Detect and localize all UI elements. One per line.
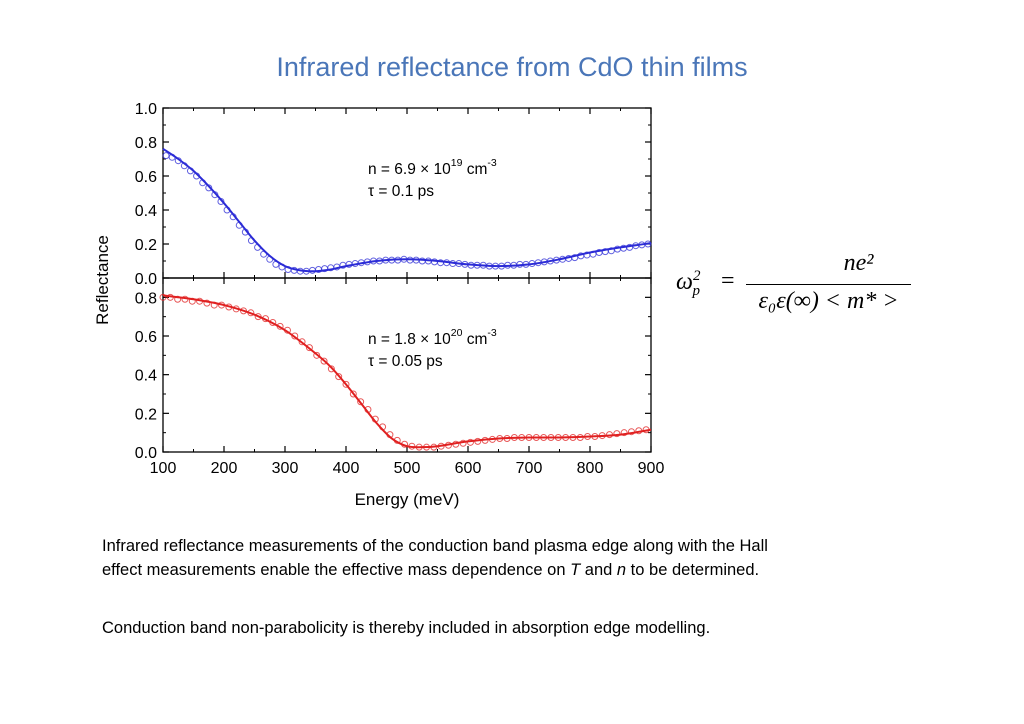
- y-axis-title: Reflectance: [93, 235, 112, 325]
- top-panel-data-points: [162, 152, 652, 275]
- x-tick-label: 700: [516, 460, 543, 477]
- data-point: [335, 373, 343, 381]
- data-point: [305, 344, 313, 352]
- data-point: [607, 247, 615, 255]
- y-tick-label: 0.0: [135, 271, 157, 288]
- top-annotation-density: n = 6.9 × 1019 cm-3: [368, 157, 497, 178]
- formula-denominator: ε₀ε(∞) < m* >: [758, 288, 899, 314]
- data-point: [159, 293, 167, 301]
- data-point: [320, 357, 328, 365]
- x-tick-label: 800: [577, 460, 604, 477]
- bottom-panel-data-points: [159, 293, 650, 451]
- y-tick-label: 0.4: [135, 203, 157, 220]
- data-point: [349, 390, 357, 398]
- y-tick-label: 0.2: [135, 406, 157, 423]
- bottom-panel: 0.0 0.2 0.4 0.6 0.8 n = 1.8 × 1020 cm-3 τ = …: [135, 277, 652, 462]
- top-panel-fit-line: [162, 147, 652, 273]
- bottom-annotation-tau: τ = 0.05 ps: [368, 353, 443, 370]
- x-tick-label: 900: [638, 460, 665, 477]
- bottom-panel-fit-line: [162, 294, 652, 449]
- data-point: [162, 152, 170, 160]
- top-panel-ticks: 0.0 0.2 0.4 0.6 0.8 1.0: [135, 101, 652, 288]
- y-tick-label: 1.0: [135, 101, 157, 118]
- formula-numerator: ne²: [843, 250, 874, 276]
- y-tick-label: 0.4: [135, 368, 157, 385]
- formula-fraction-line: [746, 284, 911, 285]
- y-tick-label: 0.0: [135, 445, 157, 462]
- bottom-annotation-density: n = 1.8 × 1020 cm-3: [368, 327, 497, 348]
- data-point: [613, 430, 621, 438]
- data-point: [327, 365, 335, 373]
- data-point: [357, 398, 365, 406]
- x-tick-label: 400: [333, 460, 360, 477]
- x-tick-label: 600: [455, 460, 482, 477]
- x-tick-label: 500: [394, 460, 421, 477]
- y-tick-label: 0.8: [135, 290, 157, 307]
- formula-lhs: ω2p: [676, 268, 701, 299]
- x-axis-title: Energy (meV): [355, 490, 460, 509]
- y-tick-label: 0.8: [135, 135, 157, 152]
- data-point: [620, 429, 628, 437]
- y-tick-label: 0.2: [135, 237, 157, 254]
- paragraph-1-line-2: effect measurements enable the effective…: [102, 561, 760, 579]
- paragraph-1-line-1: Infrared reflectance measurements of the…: [102, 537, 768, 555]
- paragraph-2: Conduction band non-parabolicity is ther…: [102, 619, 711, 637]
- top-panel: 0.0 0.2 0.4 0.6 0.8 1.0 n = 6.9 × 1019 cm-3 τ…: [135, 101, 652, 288]
- data-point: [342, 380, 350, 388]
- x-tick-label: 200: [211, 460, 238, 477]
- plasma-frequency-formula: ω2p = ne² ε₀ε(∞) < m* >: [676, 248, 916, 328]
- data-point: [203, 299, 211, 307]
- top-annotation-tau: τ = 0.1 ps: [368, 183, 434, 200]
- bottom-panel-ticks: 0.0 0.2 0.4 0.6 0.8: [135, 278, 652, 462]
- slide-title: Infrared reflectance from CdO thin films: [276, 52, 748, 82]
- x-tick-label: 300: [272, 460, 299, 477]
- y-tick-label: 0.6: [135, 329, 157, 346]
- data-point: [313, 351, 321, 359]
- x-tick-labels: 100 200 300 400 500 600 700 800 900: [150, 460, 665, 477]
- formula-equals: =: [721, 268, 735, 294]
- paragraph-1: Infrared reflectance measurements of the…: [102, 534, 982, 582]
- data-point: [298, 338, 306, 346]
- y-tick-label: 0.6: [135, 169, 157, 186]
- x-tick-label: 100: [150, 460, 177, 477]
